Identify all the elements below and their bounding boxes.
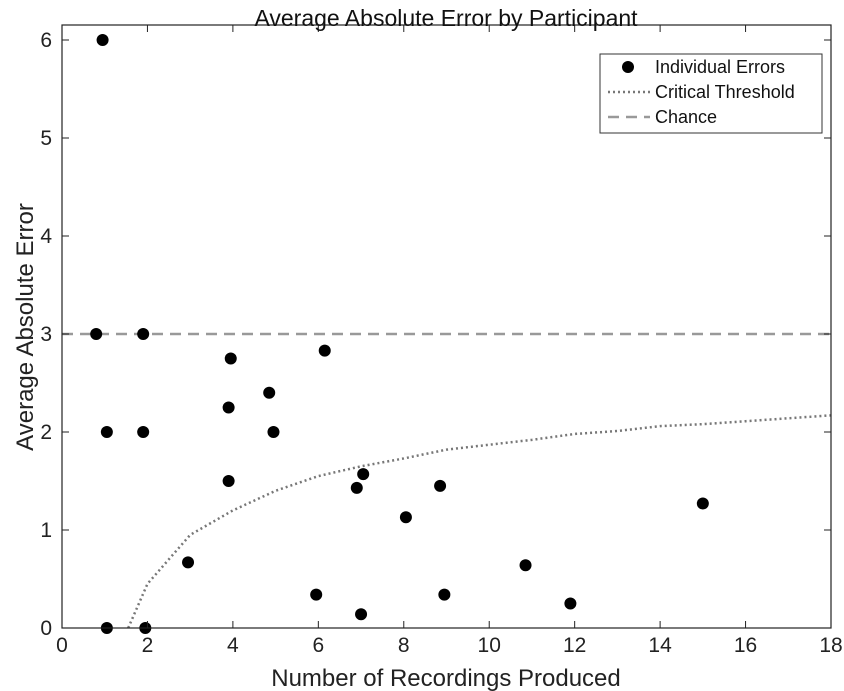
data-point: [310, 588, 323, 601]
y-tick-label: 1: [40, 519, 52, 542]
x-tick-label: 18: [819, 634, 842, 657]
legend-label-individual-errors: Individual Errors: [655, 57, 785, 77]
data-point: [96, 34, 109, 46]
legend-label-chance: Chance: [655, 107, 717, 127]
y-tick-label: 4: [40, 225, 52, 248]
legend-box: [599, 53, 823, 134]
x-axis-label: Number of Recordings Produced: [271, 665, 621, 691]
chart-title: Average Absolute Error by Participant: [254, 5, 638, 31]
y-tick-label: 5: [40, 127, 52, 150]
x-tick-label: 4: [227, 634, 239, 657]
x-tick-label: 6: [312, 634, 324, 657]
data-point: [263, 386, 276, 399]
x-tick-label: 10: [478, 634, 501, 657]
data-point: [224, 352, 237, 365]
data-point: [696, 497, 709, 510]
x-tick-label: 14: [648, 634, 672, 657]
data-point: [564, 597, 577, 610]
data-point: [438, 588, 451, 601]
data-point: [222, 475, 235, 487]
data-point: [137, 426, 150, 438]
y-axis-ticks: 0 1 2 3 4 5 6: [40, 29, 831, 640]
data-point: [90, 328, 103, 340]
data-point: [519, 559, 532, 572]
data-point: [222, 401, 235, 414]
x-axis-ticks: 0 2 4 6 8 10 12 14 16 18: [56, 25, 843, 657]
legend-label-critical-threshold: Critical Threshold: [655, 82, 795, 102]
x-tick-label: 16: [734, 634, 757, 657]
x-tick-label: 12: [563, 634, 586, 657]
y-tick-label: 2: [40, 421, 52, 444]
y-tick-label: 6: [40, 29, 52, 52]
plot-frame: [61, 24, 832, 629]
data-point: [357, 468, 370, 481]
data-point: [355, 608, 368, 621]
data-point: [267, 426, 280, 438]
data-point: [100, 426, 113, 438]
legend-marker-individual-errors: [622, 61, 634, 73]
data-point: [434, 479, 447, 492]
y-tick-label: 0: [40, 617, 52, 640]
legend: Individual Errors Critical Threshold Cha…: [599, 53, 823, 134]
data-point: [350, 481, 363, 494]
critical-threshold-line: [127, 414, 832, 629]
data-point: [399, 511, 412, 524]
series-lines: [62, 332, 832, 629]
x-tick-label: 2: [142, 634, 154, 657]
y-axis-label: Average Absolute Error: [12, 203, 39, 451]
x-tick-label: 8: [398, 634, 410, 657]
data-point: [137, 328, 150, 340]
data-point: [182, 556, 195, 569]
y-tick-label: 3: [40, 323, 52, 346]
data-point: [318, 344, 331, 357]
x-tick-label: 0: [56, 634, 68, 657]
